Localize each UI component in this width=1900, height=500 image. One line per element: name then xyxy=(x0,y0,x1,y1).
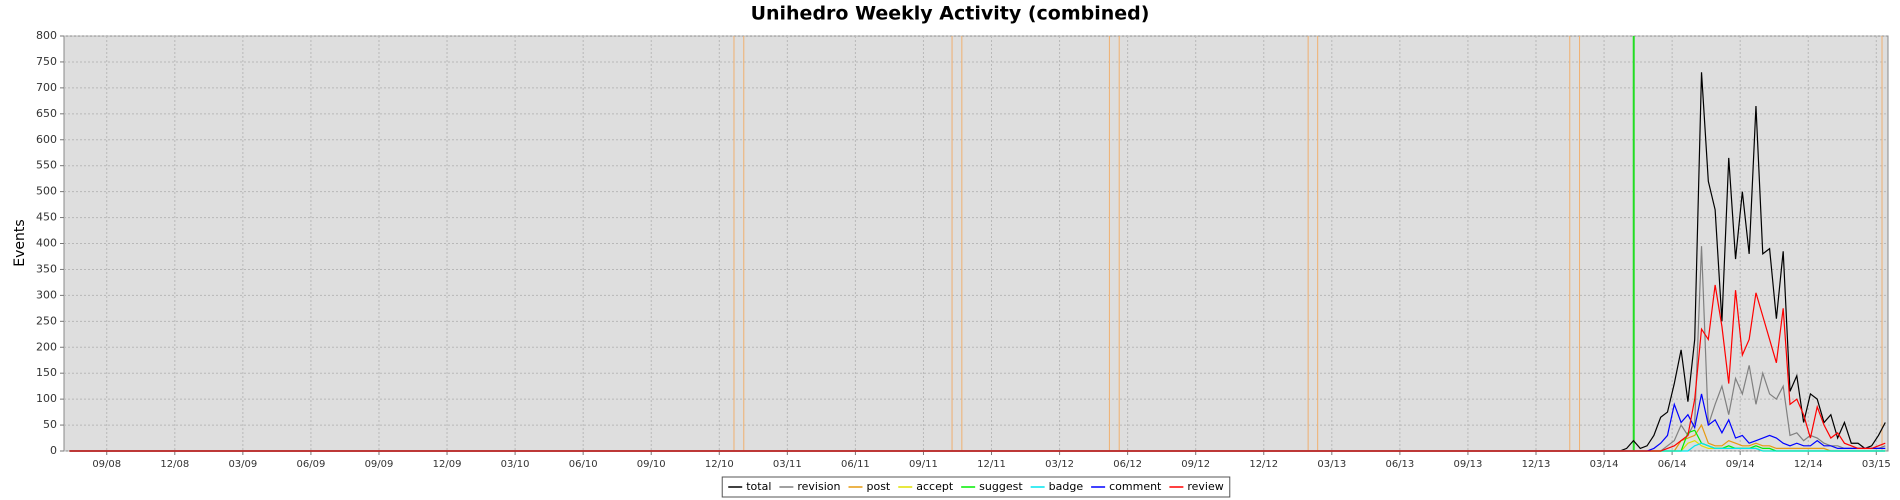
legend: total revision post accept suggest badge comme… xyxy=(721,476,1231,498)
legend-box xyxy=(721,476,1231,498)
chart-title: Unihedro Weekly Activity (combined) xyxy=(751,3,1150,25)
legend-label: badge xyxy=(1049,480,1084,493)
legend-label: accept xyxy=(916,480,954,493)
y-tick-label: 50 xyxy=(43,418,57,431)
x-tick-label: 09/10 xyxy=(637,459,666,470)
legend-label: revision xyxy=(797,480,840,493)
y-tick-label: 700 xyxy=(36,81,57,94)
x-tick-label: 12/14 xyxy=(1794,459,1823,470)
y-tick-label: 400 xyxy=(36,237,57,250)
y-tick-label: 350 xyxy=(36,262,57,275)
x-tick-label: 09/13 xyxy=(1454,459,1483,470)
x-tick-label: 09/09 xyxy=(365,459,394,470)
x-tick-label: 06/10 xyxy=(569,459,598,470)
legend-label: review xyxy=(1187,480,1223,493)
legend-label: post xyxy=(866,480,890,493)
x-tick-label: 12/10 xyxy=(705,459,734,470)
legend-label: suggest xyxy=(979,480,1023,493)
x-tick-label: 03/15 xyxy=(1862,459,1891,470)
y-tick-label: 500 xyxy=(36,185,57,198)
y-tick-label: 300 xyxy=(36,288,57,301)
x-tick-label: 06/14 xyxy=(1658,459,1687,470)
x-tick-label: 12/11 xyxy=(977,459,1006,470)
y-tick-label: 750 xyxy=(36,55,57,68)
y-tick-label: 650 xyxy=(36,107,57,120)
x-tick-label: 12/12 xyxy=(1249,459,1278,470)
y-tick-label: 0 xyxy=(50,444,57,457)
series-line xyxy=(69,284,1886,452)
y-tick-label: 150 xyxy=(36,366,57,379)
y-tick-label: 100 xyxy=(36,392,57,405)
x-tick-label: 06/11 xyxy=(841,459,870,470)
x-tick-label: 03/13 xyxy=(1317,459,1346,470)
x-tick-label: 03/10 xyxy=(501,459,530,470)
x-tick-label: 12/09 xyxy=(433,459,462,470)
y-axis-label: Events xyxy=(12,219,28,266)
legend-label: total xyxy=(746,480,771,493)
y-tick-label: 200 xyxy=(36,340,57,353)
x-tick-label: 06/13 xyxy=(1385,459,1414,470)
x-tick-label: 03/11 xyxy=(773,459,802,470)
y-tick-label: 600 xyxy=(36,133,57,146)
x-tick-label: 03/09 xyxy=(228,459,257,470)
y-tick-label: 250 xyxy=(36,314,57,327)
x-tick-label: 06/09 xyxy=(297,459,326,470)
x-tick-label: 09/12 xyxy=(1181,459,1210,470)
y-tick-label: 800 xyxy=(36,29,57,42)
x-tick-label: 06/12 xyxy=(1113,459,1142,470)
legend-label: comment xyxy=(1109,480,1162,493)
x-tick-label: 12/08 xyxy=(160,459,189,470)
x-tick-label: 12/13 xyxy=(1522,459,1551,470)
x-tick-label: 09/14 xyxy=(1726,459,1755,470)
x-tick-label: 03/12 xyxy=(1045,459,1074,470)
x-tick-label: 03/14 xyxy=(1590,459,1619,470)
series-line xyxy=(69,72,1886,452)
y-tick-label: 450 xyxy=(36,211,57,224)
x-tick-label: 09/11 xyxy=(909,459,938,470)
y-tick-label: 550 xyxy=(36,159,57,172)
x-tick-label: 09/08 xyxy=(92,459,121,470)
